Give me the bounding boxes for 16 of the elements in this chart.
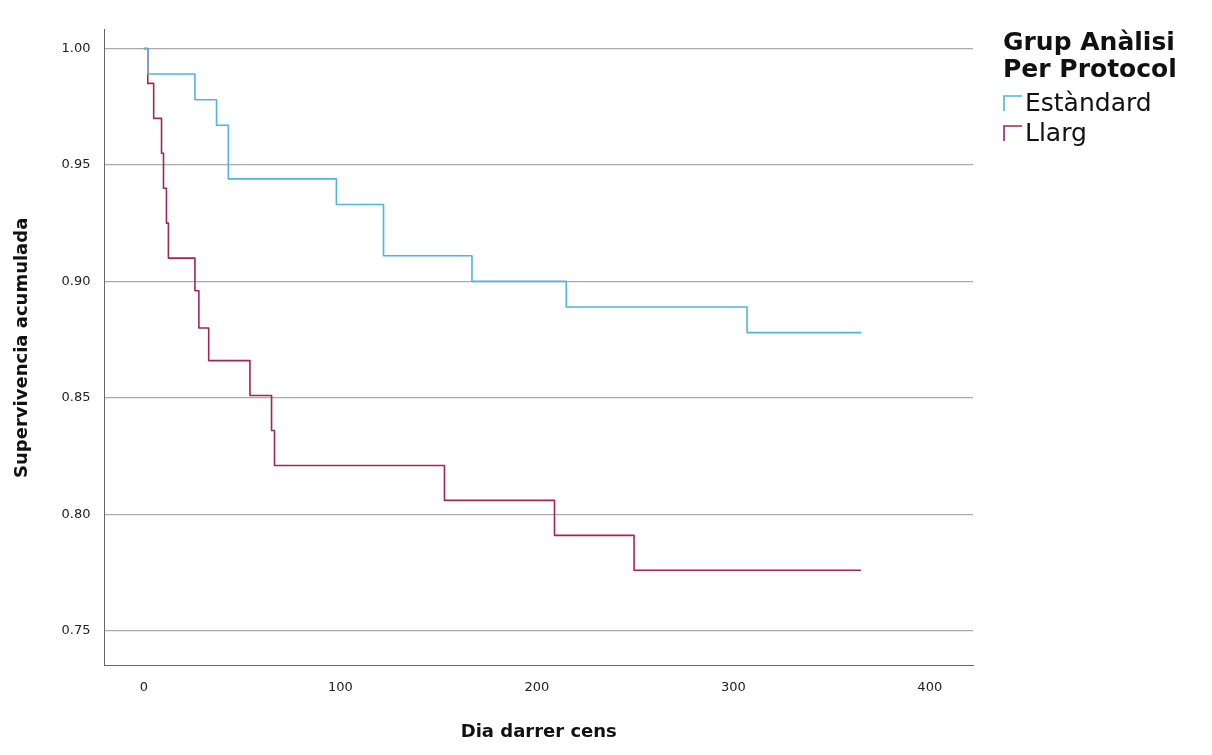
x-tick-label: 400 [917,678,943,694]
y-axis-title: Supervivencia acumulada [10,217,32,478]
y-tick-label: 0.80 [61,505,91,521]
y-tick-label: 0.75 [61,622,91,638]
x-tick-label: 200 [524,678,550,694]
y-tick-label: 0.90 [61,272,91,288]
legend-title: Grup Anàlisi Per Protocol [1003,27,1178,83]
y-tick-label: 0.85 [61,389,91,405]
x-tick-label: 100 [327,678,353,694]
y-tick-label: 0.95 [61,156,91,172]
x-axis-title: Dia darrer cens [460,719,617,741]
x-tick-label: 0 [139,678,148,694]
legend-label: Llarg [1025,118,1087,148]
legend-label: Estàndard [1025,88,1152,118]
x-tick-label: 300 [720,678,746,694]
y-tick-label: 1.00 [61,39,91,55]
